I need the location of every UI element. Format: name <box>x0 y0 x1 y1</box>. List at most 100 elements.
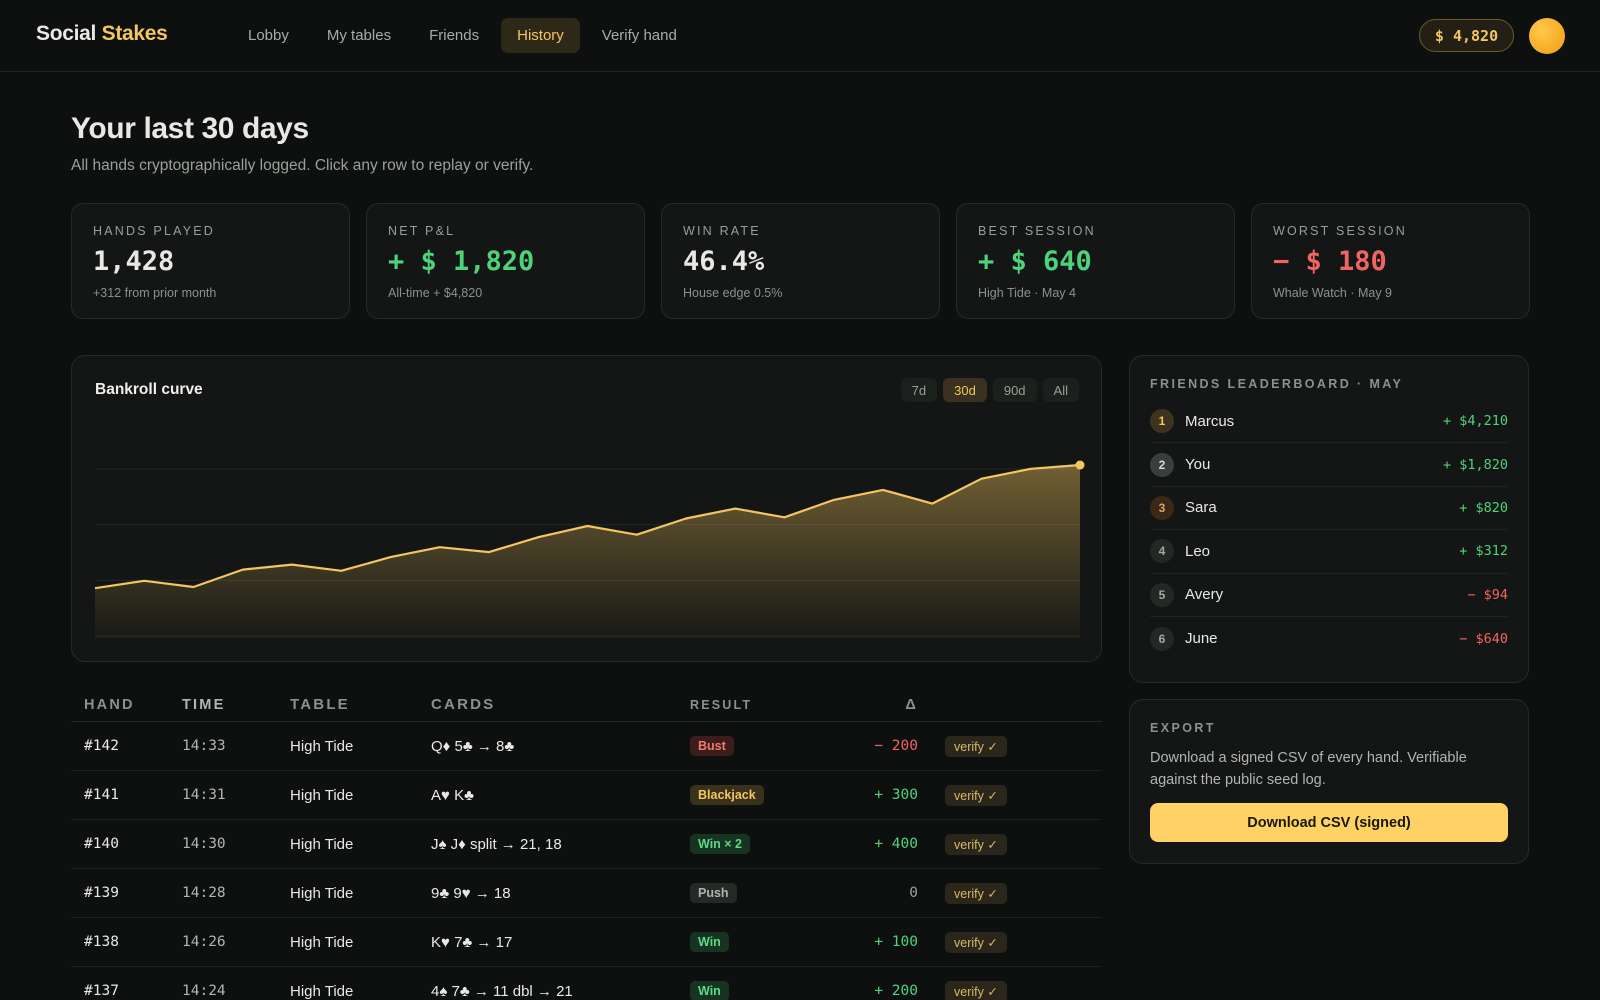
cell-hand: #138 <box>84 934 119 950</box>
cell-cards: K♥ 7♣ → 17 <box>431 933 513 951</box>
verify-button[interactable]: verify ✓ <box>945 980 1007 1000</box>
leaderboard-name: You <box>1185 456 1211 474</box>
header-time: Time <box>182 696 226 713</box>
cell-cards: Q♦ 5♣ → 8♣ <box>431 737 515 755</box>
leaderboard-entry[interactable]: 3 Sara + $820 <box>1150 487 1508 531</box>
stat-value: + $ 1,820 <box>388 246 535 277</box>
stat-label: Hands played <box>93 224 216 238</box>
leaderboard-name: Marcus <box>1185 412 1235 430</box>
balance-badge[interactable]: $ 4,820 <box>1419 19 1514 52</box>
leaderboard-entry[interactable]: 1 Marcus + $4,210 <box>1150 400 1508 444</box>
rank-badge: 3 <box>1150 495 1174 520</box>
range-tab-30d[interactable]: 30d <box>943 378 987 402</box>
avatar[interactable] <box>1529 18 1565 54</box>
result-badge: Blackjack <box>690 785 764 805</box>
table-row[interactable]: #140 14:30 High Tide J♠ J♦ split → 21, 18 Wi… <box>71 820 1102 869</box>
stat-label: Net P&L <box>388 224 456 238</box>
leaderboard-amount: + $4,210 <box>1442 413 1508 430</box>
cell-cards: 9♣ 9♥ → 18 <box>431 884 511 902</box>
chart-area-fill <box>95 465 1080 638</box>
cell-time: 14:33 <box>182 738 226 754</box>
leaderboard-entry[interactable]: 6 June − $640 <box>1150 617 1508 660</box>
header-table: Table <box>290 696 350 713</box>
cell-table: High Tide <box>290 982 354 1000</box>
rank-badge: 2 <box>1150 452 1174 477</box>
stat-card-hands-played: Hands played 1,428 +312 from prior month <box>71 203 350 319</box>
cell-table: High Tide <box>290 737 354 755</box>
result-badge: Win <box>690 981 729 1000</box>
table-row[interactable]: #142 14:33 High Tide Q♦ 5♣ → 8♣ Bust − 200 ver… <box>71 722 1102 771</box>
stat-card-worst-session: Worst session − $ 180 Whale Watch · May … <box>1251 203 1530 319</box>
cell-cards: J♠ J♦ split → 21, 18 <box>431 835 562 853</box>
rank-badge: 6 <box>1150 626 1174 651</box>
chart-title: Bankroll curve <box>95 381 203 398</box>
nav-history[interactable]: History <box>501 18 580 53</box>
table-row[interactable]: #141 14:31 High Tide A♥ K♣ Blackjack + 300 ver… <box>71 771 1102 820</box>
leaderboard-amount: + $312 <box>1459 543 1508 560</box>
table-row[interactable]: #139 14:28 High Tide 9♣ 9♥ → 18 Push 0 verify … <box>71 869 1102 918</box>
brand-logo[interactable]: Social Stakes <box>36 22 168 46</box>
verify-button[interactable]: verify ✓ <box>945 833 1007 855</box>
brand-name-part1: Social <box>36 22 97 45</box>
cell-cards: A♥ K♣ <box>431 786 474 804</box>
export-title: Export <box>1150 721 1216 735</box>
leaderboard-entry[interactable]: 2 You + $1,820 <box>1150 443 1508 487</box>
nav-my-tables[interactable]: My tables <box>326 27 392 44</box>
table-header: Hand Time Table Cards Result Δ <box>71 688 1102 722</box>
verify-button[interactable]: verify ✓ <box>945 882 1007 904</box>
cell-delta: + 400 <box>874 836 918 852</box>
chart-range-tabs: 7d 30d 90d All <box>900 378 1079 402</box>
cell-hand: #137 <box>84 983 119 999</box>
download-csv-button[interactable]: Download CSV (signed) <box>1150 803 1508 842</box>
cell-table: High Tide <box>290 835 354 853</box>
result-badge: Bust <box>690 736 734 756</box>
leaderboard-name: Sara <box>1185 499 1217 517</box>
leaderboard-amount: − $94 <box>1467 586 1508 603</box>
range-tab-all[interactable]: All <box>1042 378 1079 402</box>
stats-row: Hands played 1,428 +312 from prior month… <box>71 203 1530 319</box>
export-card: Export Download a signed CSV of every ha… <box>1129 699 1529 864</box>
chart-series-line <box>94 463 1081 590</box>
stat-value: + $ 640 <box>978 246 1092 277</box>
cell-table: High Tide <box>290 786 354 804</box>
verify-button[interactable]: verify ✓ <box>945 931 1007 953</box>
stat-note: Whale Watch · May 9 <box>1273 286 1393 300</box>
result-badge: Push <box>690 883 737 903</box>
nav-friends[interactable]: Friends <box>429 27 480 44</box>
leaderboard-amount: + $1,820 <box>1442 456 1508 473</box>
verify-button[interactable]: verify ✓ <box>945 784 1007 806</box>
page-subtitle: All hands cryptographically logged. Clic… <box>71 157 534 174</box>
stat-value: − $ 180 <box>1273 246 1387 277</box>
stat-note: House edge 0.5% <box>683 286 783 300</box>
leaderboard-entry[interactable]: 4 Leo + $312 <box>1150 530 1508 574</box>
stat-card-net-pnl: Net P&L + $ 1,820 All-time + $4,820 <box>366 203 645 319</box>
range-tab-7d[interactable]: 7d <box>900 378 938 402</box>
leaderboard-list: 1 Marcus + $4,210 2 You + $1,820 3 Sara + $820 4 L… <box>1150 400 1508 660</box>
cell-delta: + 100 <box>874 934 918 950</box>
table-row[interactable]: #137 14:24 High Tide 4♠ 7♣ → 11 dbl → 21 Win… <box>71 967 1102 1000</box>
cell-hand: #140 <box>84 836 119 852</box>
bankroll-chart <box>94 460 1085 638</box>
nav-lobby[interactable]: Lobby <box>248 27 289 44</box>
chart-end-point <box>1075 460 1085 470</box>
cell-delta: + 200 <box>874 983 918 999</box>
result-badge: Win <box>690 932 729 952</box>
rank-badge: 5 <box>1150 582 1174 607</box>
nav-verify-hand[interactable]: Verify hand <box>601 27 677 44</box>
rank-badge: 1 <box>1150 409 1174 434</box>
range-tab-90d[interactable]: 90d <box>992 378 1037 402</box>
stat-card-win-rate: Win rate 46.4% House edge 0.5% <box>661 203 940 319</box>
leaderboard-amount: − $640 <box>1459 630 1508 647</box>
rank-badge: 4 <box>1150 539 1174 564</box>
hand-history-table: Hand Time Table Cards Result Δ #142 14:33… <box>71 688 1102 1000</box>
leaderboard-name: Leo <box>1185 542 1211 560</box>
cell-time: 14:30 <box>182 836 226 852</box>
result-badge: Win × 2 <box>690 834 750 854</box>
leaderboard-name: June <box>1185 630 1218 648</box>
cell-delta: − 200 <box>874 738 918 754</box>
table-row[interactable]: #138 14:26 High Tide K♥ 7♣ → 17 Win + 100 veri… <box>71 918 1102 967</box>
header-result: Result <box>690 697 753 712</box>
leaderboard-entry[interactable]: 5 Avery − $94 <box>1150 574 1508 617</box>
verify-button[interactable]: verify ✓ <box>945 735 1007 757</box>
friends-leaderboard: Friends leaderboard · May 1 Marcus + $4,21… <box>1129 355 1529 683</box>
